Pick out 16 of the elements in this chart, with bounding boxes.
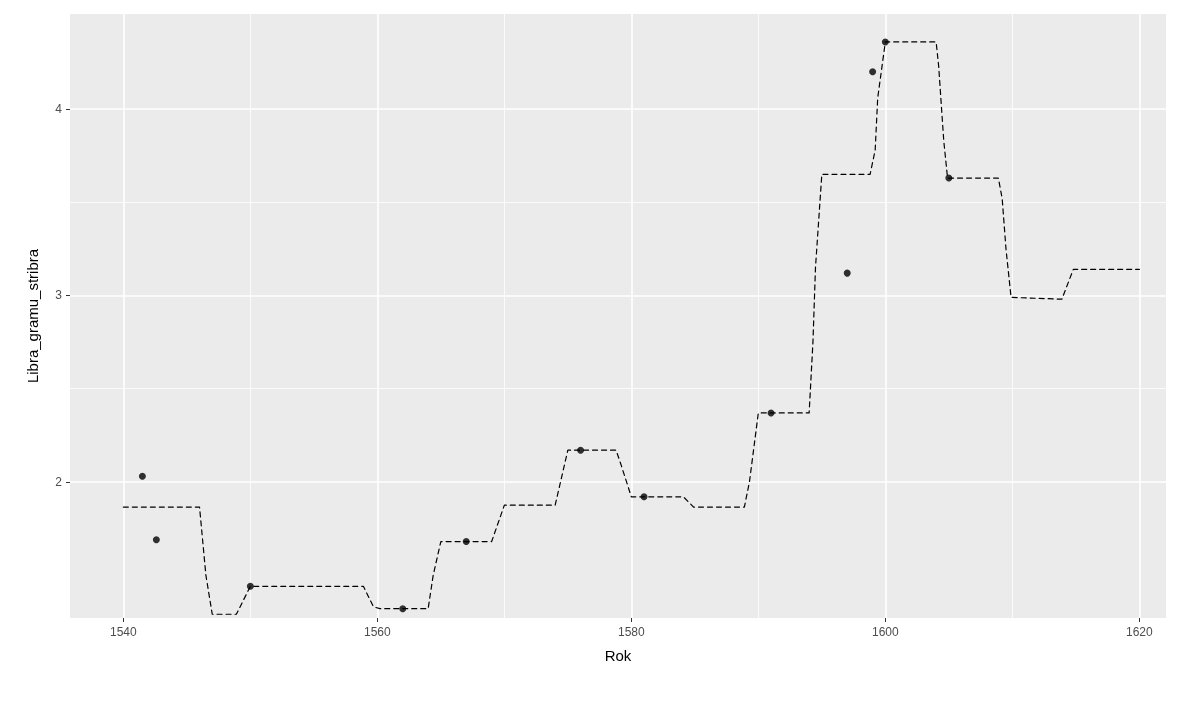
point xyxy=(869,68,877,76)
x-axis-title: Rok xyxy=(604,647,632,664)
y-tick-label: 3 xyxy=(55,288,63,303)
point xyxy=(577,446,585,454)
x-tick-label: 1560 xyxy=(363,625,392,639)
x-tick-label: 1540 xyxy=(109,625,138,639)
y-axis-title: Libra_gramu_stribra xyxy=(24,248,41,384)
x-tick-label: 1580 xyxy=(617,625,645,639)
point xyxy=(152,536,160,544)
x-tick-label: 1620 xyxy=(1125,625,1153,639)
y-tick-label: 4 xyxy=(55,102,63,117)
point xyxy=(843,269,851,277)
y-tick-label: 2 xyxy=(55,474,63,489)
x-tick-label: 1600 xyxy=(871,625,899,639)
point xyxy=(138,472,146,480)
point xyxy=(246,582,254,590)
